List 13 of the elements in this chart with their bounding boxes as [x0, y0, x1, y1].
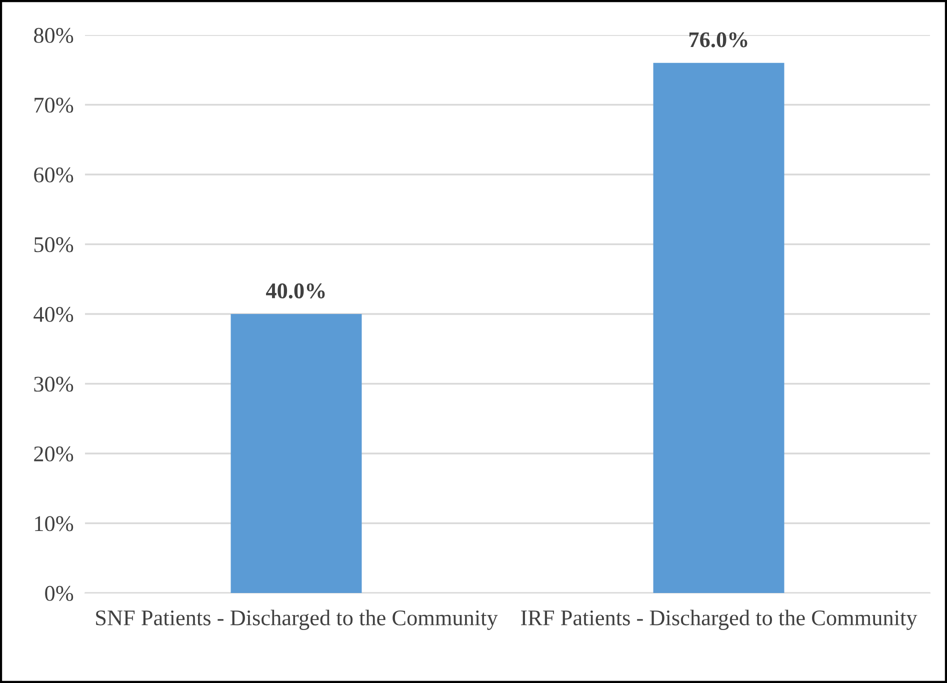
y-tick-label: 40%: [34, 306, 74, 322]
y-tick-label: 80%: [34, 28, 74, 43]
y-tick-label: 10%: [35, 516, 74, 532]
y-tick-label: 60%: [34, 167, 74, 182]
data-label: 76.0%: [689, 32, 748, 48]
y-tick-label: 20%: [34, 446, 74, 462]
y-tick-label: 50%: [34, 237, 74, 252]
data-label: 40.0%: [266, 283, 325, 298]
y-tick-label: 0%: [45, 586, 74, 601]
x-tick-label: IRF Patients - Discharged to the Community: [521, 610, 918, 630]
y-tick-label: 30%: [34, 376, 74, 392]
x-tick-label: SNF Patients - Discharged to the Community: [96, 610, 498, 630]
y-tick-label: 70%: [34, 98, 74, 113]
